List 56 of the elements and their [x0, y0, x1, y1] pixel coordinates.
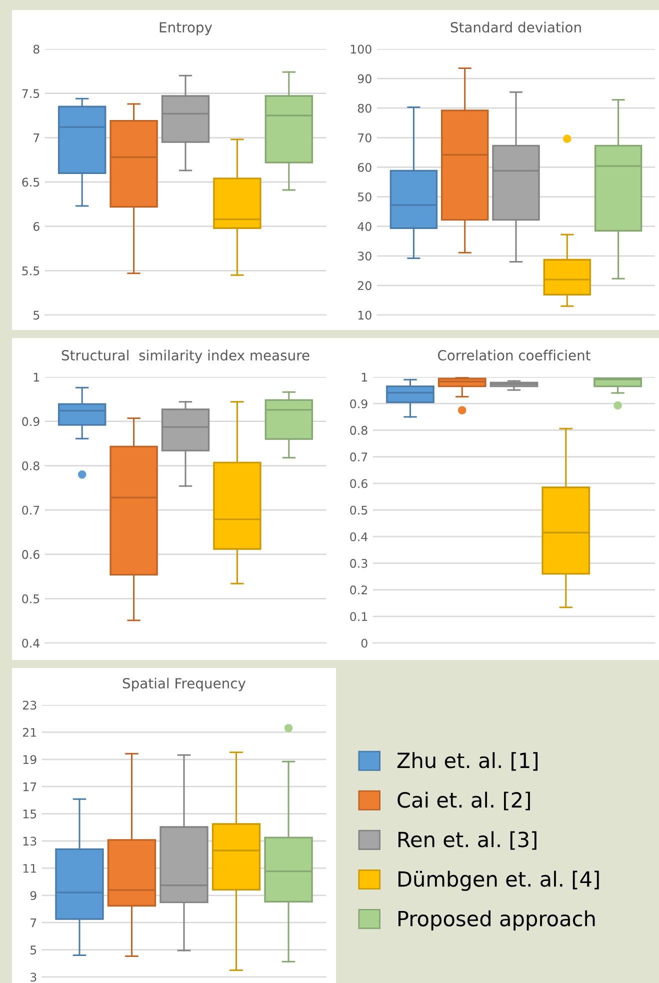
y-tick-label: 100 — [350, 44, 372, 54]
y-tick-label: 20 — [358, 281, 372, 290]
y-tick-label: 0.4 — [22, 638, 40, 648]
y-tick-label: 6.5 — [22, 178, 40, 187]
y-tick-label: 0.2 — [350, 586, 367, 594]
legend-label: Proposed approach — [398, 910, 595, 930]
y-tick-label: 0.4 — [350, 532, 368, 542]
y-tick-label: 70 — [358, 133, 372, 142]
y-tick-label: 50 — [358, 192, 372, 202]
y-tick-label: 0 — [361, 638, 368, 648]
y-tick-label: 0.6 — [22, 550, 40, 559]
legend-label: Ren et. al. [3] — [398, 831, 536, 850]
y-tick-label: 5 — [34, 310, 40, 320]
y-tick-label: 9 — [30, 891, 36, 900]
y-tick-label: 0.7 — [350, 452, 368, 462]
y-tick-label: 1 — [362, 372, 368, 382]
y-tick-label: 7.5 — [22, 89, 40, 98]
y-tick-label: 0.6 — [350, 479, 368, 488]
legend-label: Cai et. al. [2] — [398, 792, 530, 810]
chart-title: Structural similarity index measure — [62, 350, 310, 364]
y-tick-label: 0.3 — [350, 558, 368, 568]
y-tick-label: 0.7 — [22, 506, 40, 515]
y-tick-label: 15 — [23, 810, 36, 818]
y-tick-label: 7 — [34, 134, 40, 142]
y-tick-label: 6 — [33, 222, 40, 231]
y-tick-label: 0.5 — [350, 506, 368, 515]
y-tick-label: 0.5 — [22, 594, 40, 604]
y-tick-label: 30 — [358, 252, 372, 261]
y-tick-label: 5.5 — [22, 266, 40, 276]
y-tick-label: 0.9 — [22, 417, 40, 426]
y-tick-label: 7 — [30, 918, 36, 928]
y-tick-label: 0.1 — [350, 612, 368, 622]
legend-label: Dümbgen et. al. [4] — [398, 870, 599, 891]
y-tick-label: 10 — [358, 310, 372, 320]
y-tick-label: 90 — [358, 74, 372, 84]
y-tick-label: 19 — [23, 755, 36, 764]
y-tick-label: 17 — [23, 782, 36, 792]
y-tick-label: 1 — [34, 372, 40, 382]
chart-title: Standard deviation — [450, 22, 581, 33]
chart-title: Spatial Frequency — [122, 678, 246, 692]
y-tick-label: 5 — [30, 946, 36, 954]
y-tick-label: 23 — [22, 700, 36, 710]
y-tick-label: 0.8 — [350, 426, 368, 435]
y-tick-label: 21 — [22, 728, 36, 737]
y-tick-label: 8 — [33, 44, 40, 54]
y-tick-label: 40 — [358, 222, 372, 231]
y-tick-label: 3 — [30, 972, 36, 982]
legend-label: Zhu et. al. [1] — [397, 752, 538, 771]
y-tick-label: 60 — [358, 162, 372, 172]
chart-title: Entropy — [160, 22, 212, 36]
y-tick-label: 11 — [23, 864, 36, 873]
y-tick-label: 0.9 — [350, 399, 368, 408]
y-tick-label: 80 — [358, 104, 372, 113]
chart-title: Correlation coefficient — [438, 350, 590, 361]
y-tick-label: 13 — [23, 836, 36, 846]
y-tick-label: 0.8 — [22, 461, 40, 470]
